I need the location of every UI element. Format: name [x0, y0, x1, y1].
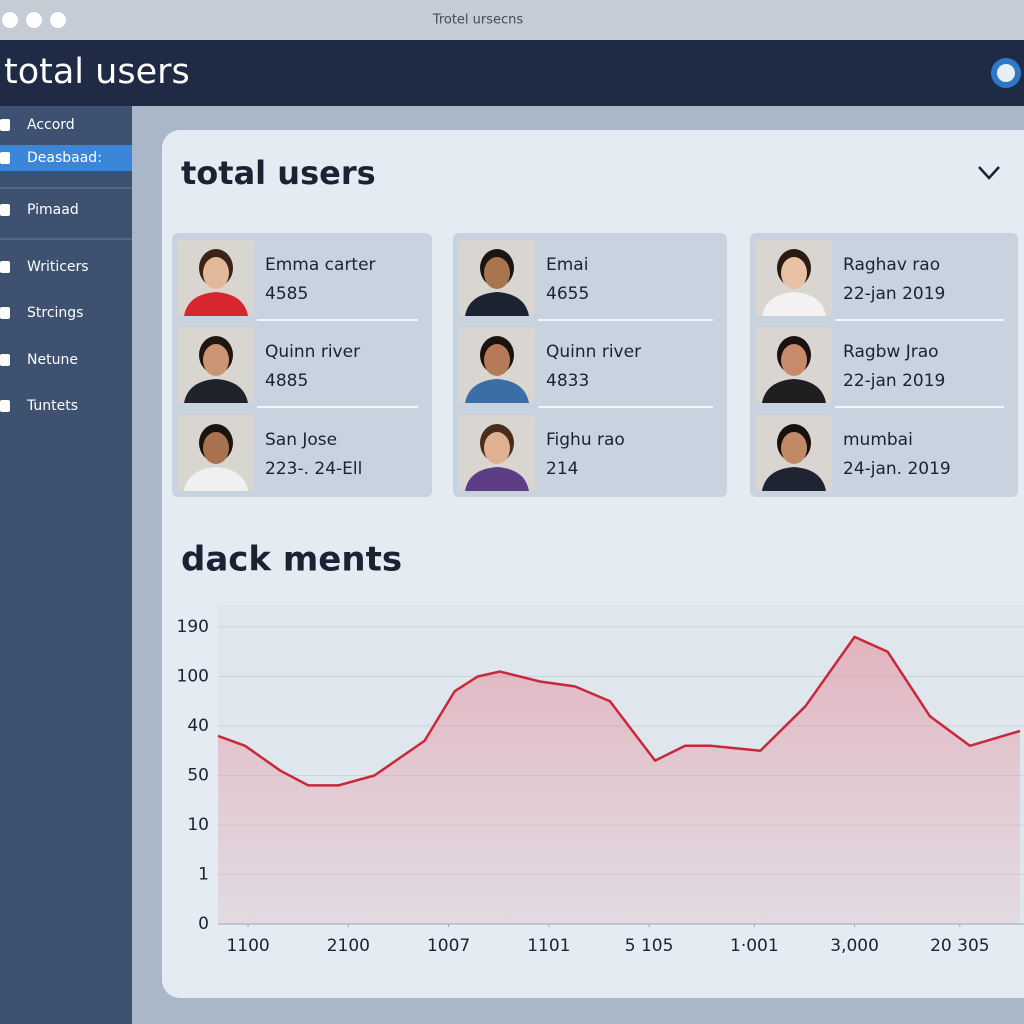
user-detail: 4585	[265, 284, 308, 304]
header	[0, 40, 1024, 106]
panel-title: total users	[181, 154, 376, 192]
avatar-face	[484, 432, 510, 464]
user-name: San Jose	[265, 430, 337, 450]
user-name: Ragbw Jrao	[843, 342, 939, 362]
sidebar-item[interactable]: Pimaad	[27, 202, 79, 218]
window-title: Trotel ursecns	[432, 13, 524, 28]
user-name: Quinn river	[265, 342, 360, 362]
profile-icon-inner	[997, 64, 1015, 82]
avatar-face	[203, 432, 229, 464]
y-tick-label: 40	[187, 716, 209, 736]
user-name: Fighu rao	[546, 430, 625, 450]
user-detail: 22-jan 2019	[843, 284, 945, 304]
avatar-shoulders	[465, 379, 529, 403]
y-tick-label: 190	[177, 617, 209, 637]
user-name: Emma carter	[265, 255, 376, 275]
user-detail: 214	[546, 459, 578, 479]
sidebar-item[interactable]: Accord	[27, 117, 75, 133]
sidebar-active	[0, 145, 132, 171]
avatar-shoulders	[762, 292, 826, 316]
avatar-shoulders	[465, 467, 529, 491]
y-tick-label: 100	[177, 667, 209, 687]
user-name: Emai	[546, 255, 588, 275]
user-detail: 4833	[546, 371, 589, 391]
user-name: Raghav rao	[843, 255, 940, 275]
avatar-shoulders	[184, 467, 248, 491]
sidebar-icon	[0, 119, 10, 131]
avatar-shoulders	[762, 379, 826, 403]
y-tick-label: 0	[198, 914, 209, 934]
avatar-face	[203, 344, 229, 376]
user-detail: 223-. 24-Ell	[265, 459, 362, 479]
avatar-face	[781, 257, 807, 289]
sidebar	[0, 106, 132, 1024]
user-detail: 24-jan. 2019	[843, 459, 951, 479]
avatar-shoulders	[184, 292, 248, 316]
chart-title: dack ments	[181, 540, 402, 580]
sidebar-item[interactable]: Tuntets	[26, 398, 78, 414]
user-name: mumbai	[843, 430, 913, 450]
sidebar-icon	[0, 152, 10, 164]
window-button[interactable]	[50, 12, 66, 28]
window-button[interactable]	[26, 12, 42, 28]
header-title: total users	[4, 52, 190, 92]
y-tick-label: 1	[198, 865, 209, 885]
y-tick-label: 50	[187, 766, 209, 786]
avatar-face	[781, 344, 807, 376]
sidebar-icon	[0, 354, 10, 366]
x-tick-label: 1100	[226, 936, 269, 956]
avatar-face	[781, 432, 807, 464]
sidebar-item[interactable]: Strcings	[27, 305, 83, 321]
user-detail: 4885	[265, 371, 308, 391]
x-tick-label: 20 305	[930, 936, 989, 956]
sidebar-icon	[0, 400, 10, 412]
series-line	[217, 635, 1021, 787]
sidebar-icon	[0, 261, 10, 273]
area-fill	[218, 636, 1020, 924]
x-tick-label: 3,000	[830, 936, 879, 956]
avatar-face	[203, 257, 229, 289]
sidebar-icon	[0, 204, 10, 216]
window-button[interactable]	[2, 12, 18, 28]
x-tick-label: 1007	[427, 936, 470, 956]
title-bar	[0, 0, 1024, 40]
avatar-shoulders	[184, 379, 248, 403]
x-tick-label: 1101	[527, 936, 570, 956]
avatar-shoulders	[465, 292, 529, 316]
x-tick-label: 2100	[327, 936, 370, 956]
user-name: Quinn river	[546, 342, 641, 362]
sidebar-item[interactable]: Deasbaad:	[27, 150, 102, 166]
avatar-face	[484, 257, 510, 289]
y-tick-label: 10	[187, 815, 209, 835]
sidebar-icon	[0, 307, 10, 319]
user-detail: 22-jan 2019	[843, 371, 945, 391]
sidebar-item[interactable]: Netune	[27, 352, 78, 368]
collapse-chevron[interactable]	[978, 166, 1000, 180]
sidebar-item[interactable]: Writicers	[27, 259, 89, 275]
x-tick-label: 1·001	[730, 936, 779, 956]
user-detail: 4655	[546, 284, 589, 304]
x-tick-label: 5 105	[625, 936, 674, 956]
avatar-shoulders	[762, 467, 826, 491]
avatar-face	[484, 344, 510, 376]
